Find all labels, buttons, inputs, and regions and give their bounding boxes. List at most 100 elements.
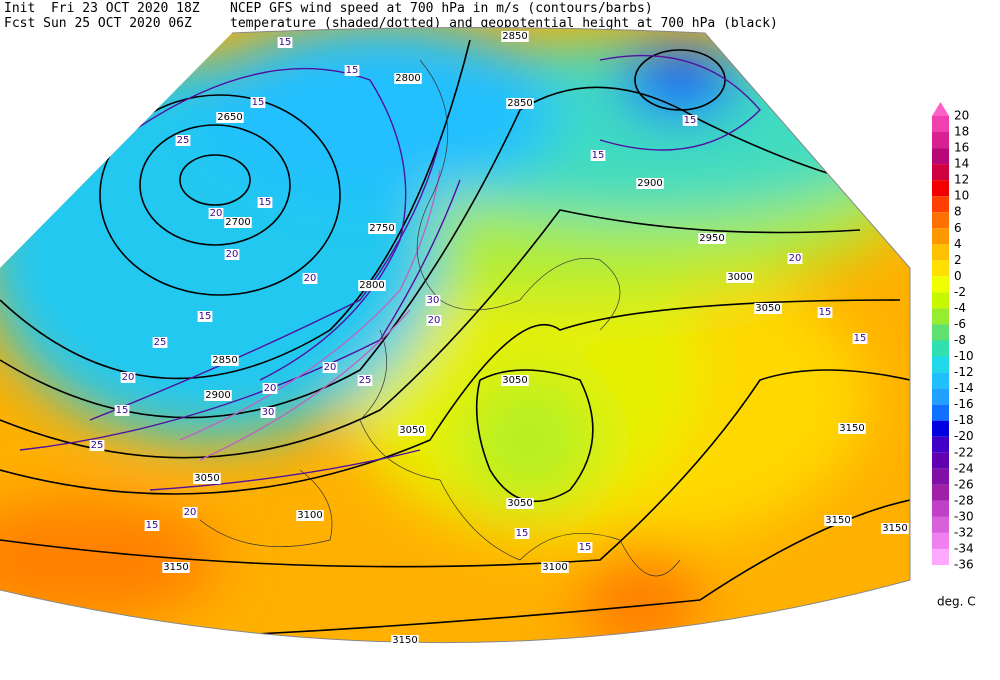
colorbar-box	[932, 356, 949, 373]
colorbar: 20181614121086420-2-4-6-8-10-12-14-16-18…	[932, 102, 974, 572]
height-label-bg	[358, 280, 386, 291]
height-label: 3050	[755, 303, 780, 314]
colorbar-box	[932, 452, 949, 469]
colorbar-label: -10	[954, 349, 974, 363]
height-label-bg	[391, 635, 419, 646]
height-label: 3100	[297, 510, 322, 521]
wind-label-bg	[787, 253, 803, 264]
colorbar-box	[932, 388, 949, 405]
wind-label: 15	[199, 311, 212, 322]
height-label-bg	[881, 523, 909, 534]
wind-label: 15	[259, 197, 272, 208]
wind-label-bg	[852, 333, 868, 344]
height-label: 2800	[395, 73, 420, 84]
colorbar-label: -6	[954, 317, 966, 331]
wind-label-bg	[175, 135, 191, 146]
forecast-time: Fcst Sun 25 OCT 2020 06Z	[4, 16, 192, 31]
wind-label-bg	[208, 208, 224, 219]
colorbar-label: -18	[954, 413, 974, 427]
colorbar-box	[932, 532, 949, 549]
height-label: 3000	[727, 272, 752, 283]
wind-label-bg	[514, 528, 530, 539]
height-label: 3050	[194, 473, 219, 484]
wind-label: 20	[304, 273, 317, 284]
colorbar-label: 20	[954, 109, 969, 123]
colorbar-box	[932, 276, 949, 293]
wind-label: 15	[516, 528, 529, 539]
height-label: 2950	[699, 233, 724, 244]
height-label-bg	[296, 510, 324, 521]
height-label: 2750	[369, 223, 394, 234]
colorbar-box	[932, 548, 949, 565]
wind-label: 20	[210, 208, 223, 219]
wind-label: 15	[592, 150, 605, 161]
wind-label-bg	[277, 37, 293, 48]
wind-label-bg	[152, 337, 168, 348]
wind-label: 15	[684, 115, 697, 126]
wind-label: 30	[262, 407, 275, 418]
wind-label-bg	[197, 311, 213, 322]
wind-label-bg	[262, 383, 278, 394]
height-label-bg	[726, 272, 754, 283]
height-label: 2850	[502, 31, 527, 42]
height-label: 2850	[212, 355, 237, 366]
height-label-bg	[506, 498, 534, 509]
wind-label: 25	[359, 375, 372, 386]
colorbar-label: 12	[954, 173, 969, 187]
colorbar-label: -2	[954, 285, 966, 299]
height-label: 3050	[502, 375, 527, 386]
height-label-bg	[636, 178, 664, 189]
colorbar-label: -30	[954, 509, 974, 523]
wind-label: 20	[122, 372, 135, 383]
wind-label-bg	[144, 520, 160, 531]
wind-label-bg	[425, 295, 441, 306]
height-label: 3100	[542, 562, 567, 573]
height-label: 3050	[507, 498, 532, 509]
wind-label-bg	[426, 315, 442, 326]
height-label-bg	[506, 98, 534, 109]
colorbar-label: -14	[954, 381, 974, 395]
wind-label-bg	[682, 115, 698, 126]
height-label-bg	[394, 73, 422, 84]
colorbar-label: 0	[954, 269, 962, 283]
colorbar-box	[932, 516, 949, 533]
wind-label-bg	[302, 273, 318, 284]
wind-label-bg	[120, 372, 136, 383]
colorbar-box	[932, 420, 949, 437]
colorbar-label: -34	[954, 541, 974, 555]
height-label-bg	[204, 390, 232, 401]
height-label-bg	[501, 31, 529, 42]
wind-label-bg	[257, 197, 273, 208]
height-label-bg	[501, 375, 529, 386]
colorbar-label: 16	[954, 141, 969, 155]
wind-label: 15	[579, 542, 592, 553]
colorbar-box	[932, 404, 949, 421]
colorbar-label: -22	[954, 445, 974, 459]
wind-contours	[19, 54, 761, 491]
colorbar-box	[932, 484, 949, 501]
wind-label: 15	[819, 307, 832, 318]
wind-label: 25	[154, 337, 167, 348]
height-label: 2900	[205, 390, 230, 401]
colorbar-label: -12	[954, 365, 974, 379]
colorbar-label: 10	[954, 189, 969, 203]
colorbar-box	[932, 244, 949, 261]
map-title: NCEP GFS wind speed at 700 hPa in m/s (c…	[230, 1, 653, 16]
colorbar-label: -36	[954, 558, 974, 572]
colorbar-arrow	[932, 102, 949, 116]
wind-label: 20	[428, 315, 441, 326]
colorbar-label: -16	[954, 397, 974, 411]
wind-label: 15	[252, 97, 265, 108]
map-subtitle: temperature (shaded/dotted) and geopoten…	[230, 16, 778, 31]
colorbar-box	[932, 436, 949, 453]
wind-label: 20	[226, 249, 239, 260]
height-label: 3150	[839, 423, 864, 434]
wind-contours-strong	[179, 169, 441, 461]
colorbar-box	[932, 180, 949, 197]
height-label-bg	[838, 423, 866, 434]
colorbar-label: 14	[954, 157, 969, 171]
height-label: 3150	[882, 523, 907, 534]
colorbar-box	[932, 116, 949, 133]
height-label: 3150	[825, 515, 850, 526]
wind-label: 25	[91, 440, 104, 451]
